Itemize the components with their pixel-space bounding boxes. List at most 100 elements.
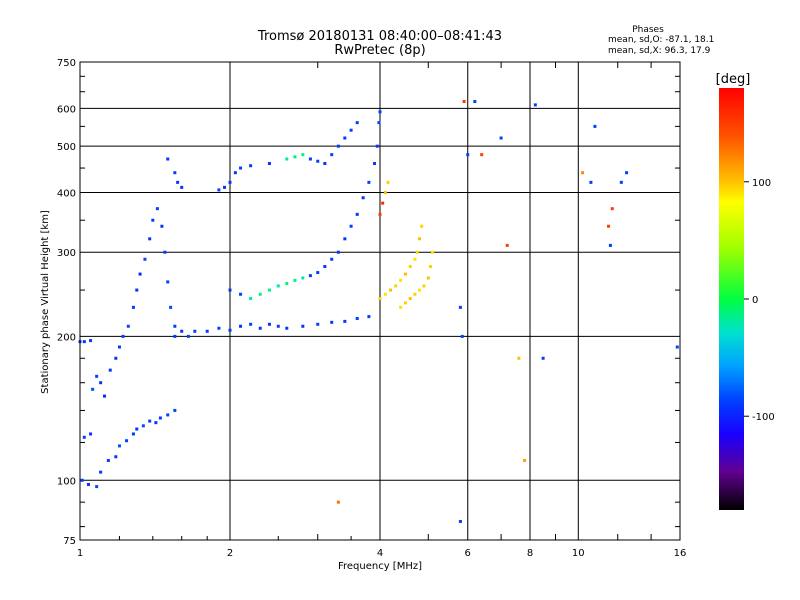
x-tick-label: 2 bbox=[227, 548, 233, 559]
data-point bbox=[589, 180, 593, 184]
data-point bbox=[267, 161, 271, 165]
data-point bbox=[166, 157, 170, 161]
data-point bbox=[89, 339, 93, 343]
data-point bbox=[417, 288, 421, 292]
data-point bbox=[125, 439, 129, 443]
data-point bbox=[173, 334, 177, 338]
data-point bbox=[408, 265, 412, 269]
data-point bbox=[619, 180, 623, 184]
data-point bbox=[355, 212, 359, 216]
colorbar-tick-label: 0 bbox=[752, 295, 758, 306]
data-point bbox=[386, 180, 390, 184]
stats-line-o: mean, sd,O: -87.1, 18.1 bbox=[608, 35, 714, 45]
data-point bbox=[135, 288, 139, 292]
colorbar-label: [deg] bbox=[716, 72, 751, 87]
data-point bbox=[420, 224, 424, 228]
data-point bbox=[462, 100, 466, 104]
y-tick-label: 600 bbox=[57, 104, 76, 115]
data-point bbox=[186, 334, 190, 338]
data-point bbox=[505, 243, 509, 247]
data-point bbox=[228, 180, 232, 184]
data-point bbox=[249, 164, 253, 168]
data-point bbox=[308, 274, 312, 278]
data-point bbox=[131, 432, 135, 436]
data-point bbox=[403, 301, 407, 305]
data-point bbox=[180, 329, 184, 333]
x-tick-label: 4 bbox=[377, 548, 383, 559]
data-point bbox=[343, 136, 347, 140]
data-point bbox=[323, 161, 327, 165]
x-axis-label: Frequency [MHz] bbox=[338, 561, 422, 572]
chart-title: Tromsø 20180131 08:40:00–08:41:43 bbox=[257, 29, 502, 44]
data-point bbox=[355, 316, 359, 320]
data-point bbox=[383, 292, 387, 296]
colorbar-ticks: 100 0 -100 bbox=[744, 178, 775, 423]
data-point bbox=[343, 237, 347, 241]
x-tick-label: 6 bbox=[465, 548, 471, 559]
data-point bbox=[343, 319, 347, 323]
data-point bbox=[103, 394, 107, 398]
data-point bbox=[151, 218, 155, 222]
data-point bbox=[431, 250, 435, 254]
data-point bbox=[394, 284, 398, 288]
chart-subtitle: RwPretec (8p) bbox=[334, 43, 425, 58]
data-point bbox=[141, 424, 145, 428]
colorbar-tick-label: -100 bbox=[752, 412, 775, 423]
data-point bbox=[473, 100, 477, 104]
data-point bbox=[355, 121, 359, 125]
data-point bbox=[428, 265, 432, 269]
data-point bbox=[293, 278, 297, 282]
data-point bbox=[373, 161, 377, 165]
colorbar-tick-label: 100 bbox=[752, 178, 771, 189]
data-point bbox=[138, 272, 142, 276]
data-point bbox=[95, 485, 99, 489]
data-point bbox=[228, 328, 232, 332]
data-point bbox=[89, 432, 93, 436]
data-point bbox=[80, 478, 84, 482]
stats-heading: Phases bbox=[632, 25, 664, 35]
data-point bbox=[239, 166, 243, 170]
data-point bbox=[258, 326, 262, 330]
data-point bbox=[593, 124, 597, 128]
data-point bbox=[323, 265, 327, 269]
data-point bbox=[413, 257, 417, 261]
data-point bbox=[173, 324, 177, 328]
y-axis-label: Stationary phase Virtual Height [km] bbox=[40, 210, 51, 394]
data-point bbox=[301, 324, 305, 328]
data-point bbox=[285, 157, 289, 161]
data-point bbox=[117, 345, 121, 349]
data-point bbox=[378, 297, 382, 301]
data-point bbox=[148, 237, 152, 241]
data-point bbox=[99, 470, 103, 474]
data-point bbox=[625, 171, 629, 175]
data-point bbox=[169, 305, 173, 309]
data-point bbox=[316, 322, 320, 326]
data-point bbox=[336, 500, 340, 504]
x-tick-label: 16 bbox=[674, 548, 687, 559]
data-point bbox=[166, 280, 170, 284]
grid-lines bbox=[80, 62, 680, 540]
data-point bbox=[403, 272, 407, 276]
data-point bbox=[239, 324, 243, 328]
data-point bbox=[480, 153, 484, 157]
data-point bbox=[82, 435, 86, 439]
data-point bbox=[336, 144, 340, 148]
data-point bbox=[173, 408, 177, 412]
plot-area-frame bbox=[79, 61, 681, 541]
data-point bbox=[349, 224, 353, 228]
data-point bbox=[399, 278, 403, 282]
data-point bbox=[117, 444, 121, 448]
data-point bbox=[233, 171, 237, 175]
data-point bbox=[86, 482, 90, 486]
data-point bbox=[121, 334, 125, 338]
data-point bbox=[155, 207, 159, 211]
data-point bbox=[541, 356, 545, 360]
data-point bbox=[389, 288, 393, 292]
data-point bbox=[276, 324, 280, 328]
data-point bbox=[154, 421, 158, 425]
data-point bbox=[330, 153, 334, 157]
data-point bbox=[422, 284, 426, 288]
data-point bbox=[82, 340, 86, 344]
data-point bbox=[293, 155, 297, 159]
data-point bbox=[367, 180, 371, 184]
